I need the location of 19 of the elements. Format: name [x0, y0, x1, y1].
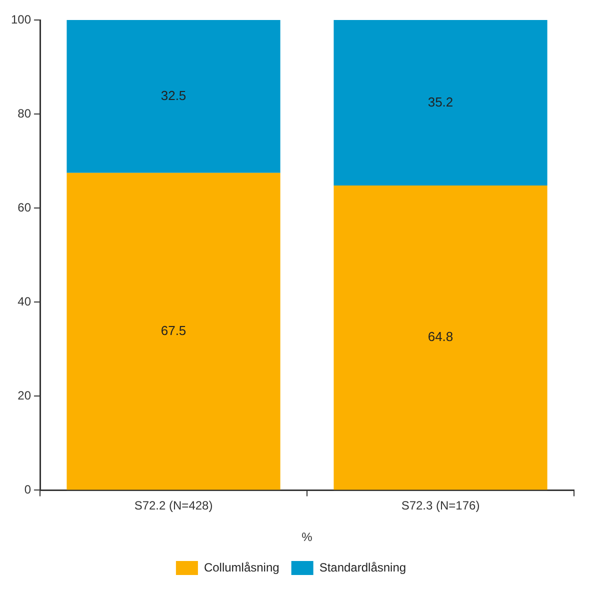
- data-label: 35.2: [428, 94, 454, 110]
- y-tick-label: 60: [18, 200, 32, 214]
- y-tick-label: 20: [18, 388, 32, 402]
- y-tick-label: 80: [18, 106, 32, 120]
- legend-label: Standardlåsning: [319, 560, 406, 574]
- y-tick-label: 0: [24, 482, 32, 497]
- y-tick-label: 100: [10, 12, 32, 26]
- x-tick-label: S72.3 (N=176): [401, 498, 480, 513]
- x-tick-label: S72.2 (N=428): [134, 498, 213, 513]
- bar: [66, 172, 280, 490]
- bar: [334, 186, 548, 490]
- bar: [334, 20, 548, 186]
- data-label: 32.5: [160, 88, 186, 103]
- legend-label: Collumlåsning: [204, 560, 280, 574]
- bar: [66, 20, 280, 173]
- data-label: 67.5: [160, 322, 186, 338]
- y-tick-label: 40: [18, 294, 32, 308]
- x-axis-title: %: [302, 530, 313, 544]
- data-label: 64.8: [428, 329, 454, 344]
